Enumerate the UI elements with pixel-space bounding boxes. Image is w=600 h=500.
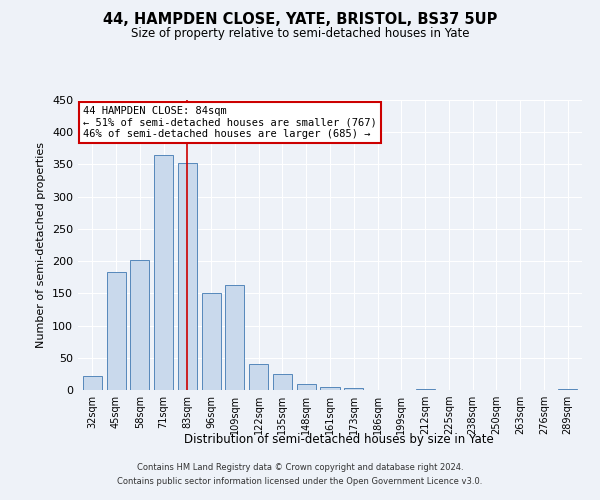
Bar	[83, 376, 102, 390]
Bar	[344, 388, 363, 390]
Bar	[107, 272, 125, 390]
Bar	[154, 155, 173, 390]
Bar	[273, 374, 292, 390]
Bar	[297, 384, 316, 390]
Bar	[202, 294, 221, 390]
Bar	[320, 387, 340, 390]
Bar	[249, 364, 268, 390]
Bar	[558, 388, 577, 390]
Bar	[130, 260, 149, 390]
Text: Contains HM Land Registry data © Crown copyright and database right 2024.: Contains HM Land Registry data © Crown c…	[137, 464, 463, 472]
Text: Contains public sector information licensed under the Open Government Licence v3: Contains public sector information licen…	[118, 477, 482, 486]
Bar	[226, 285, 244, 390]
Text: 44, HAMPDEN CLOSE, YATE, BRISTOL, BS37 5UP: 44, HAMPDEN CLOSE, YATE, BRISTOL, BS37 5…	[103, 12, 497, 28]
Bar	[178, 163, 197, 390]
Text: Distribution of semi-detached houses by size in Yate: Distribution of semi-detached houses by …	[184, 432, 494, 446]
Y-axis label: Number of semi-detached properties: Number of semi-detached properties	[37, 142, 46, 348]
Text: Size of property relative to semi-detached houses in Yate: Size of property relative to semi-detach…	[131, 28, 469, 40]
Bar	[416, 388, 434, 390]
Text: 44 HAMPDEN CLOSE: 84sqm
← 51% of semi-detached houses are smaller (767)
46% of s: 44 HAMPDEN CLOSE: 84sqm ← 51% of semi-de…	[83, 106, 377, 139]
